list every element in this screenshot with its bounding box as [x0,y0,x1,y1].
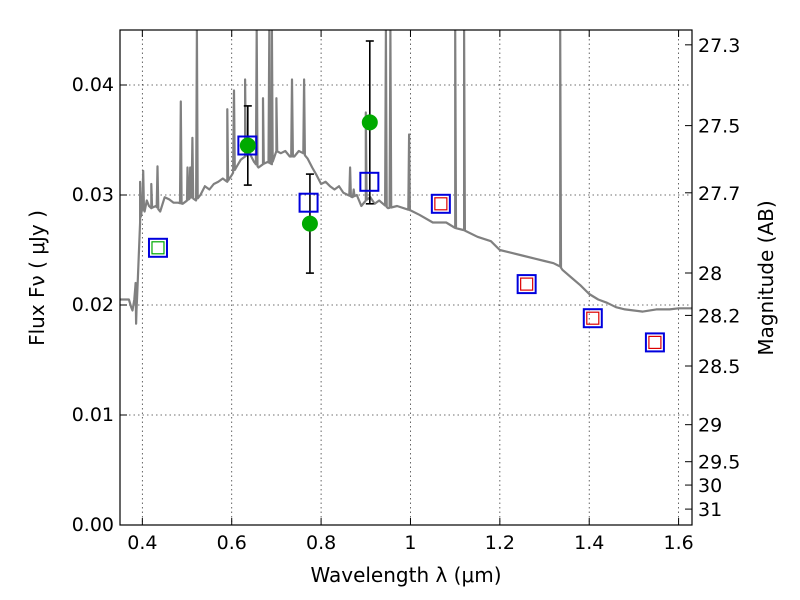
x-tick-label: 1.4 [574,532,604,554]
model-photometry-box [147,237,168,258]
mag-tick-label: 28.2 [698,305,740,327]
mag-tick-label: 27.3 [698,35,740,57]
y-axis-right-label: Magnitude (AB) [754,200,778,355]
model-spectrum-layer [120,30,692,325]
x-axis-label: Wavelength λ (μm) [310,563,501,587]
x-tick-label: 0.6 [217,532,247,554]
model-photometry-inner-box [648,335,662,349]
plot-frame [119,29,693,526]
plot-background [120,30,692,525]
y-tick-label: 0.04 [72,74,114,96]
model-photometry-box [359,171,380,192]
model-photometry-box [516,274,537,295]
model-photometry-box [298,192,319,213]
x-axis: 0.4 0.6 0.8 1 1.2 1.4 1.6 [127,30,694,554]
model-photometry-inner-box [520,277,534,291]
observed-photometry-layer [239,114,378,232]
y-tick-label: 0.03 [72,184,114,206]
observed-point [301,215,318,232]
y-axis-left: 0.00 0.01 0.02 0.03 0.04 [72,74,127,536]
y-tick-label: 0.01 [72,404,114,426]
mag-tick-label: 27.5 [698,116,740,138]
mag-tick-label: 31 [698,499,722,521]
mag-tick-label: 28 [698,263,722,285]
model-photometry-box [430,193,451,214]
model-photometry-box [237,135,258,156]
model-photometry-inner-box [586,311,600,325]
x-tick-label: 0.4 [127,532,157,554]
mag-tick-label: 27.7 [698,183,740,205]
model-photometry-box [582,308,603,329]
mag-tick-label: 30 [698,475,722,497]
y-axis-label: Flux Fν ( μJy ) [25,210,49,346]
mag-tick-label: 29 [698,415,722,437]
x-tick-label: 1.2 [485,532,515,554]
model-spectrum-line [120,30,692,325]
model-photometry-layer [147,135,665,353]
model-photometry-box [644,332,665,353]
y-tick-label: 0.00 [72,514,114,536]
grid [120,30,692,525]
x-tick-label: 1 [404,532,416,554]
x-tick-label: 1.6 [663,532,693,554]
y-tick-label: 0.02 [72,294,114,316]
mag-tick-label: 28.5 [698,356,740,378]
x-tick-label: 0.8 [306,532,336,554]
observed-point [361,114,378,131]
model-photometry-inner-box [434,197,448,211]
observed-point [239,137,256,154]
mag-tick-label: 29.5 [698,452,740,474]
model-photometry-inner-box [151,241,165,255]
